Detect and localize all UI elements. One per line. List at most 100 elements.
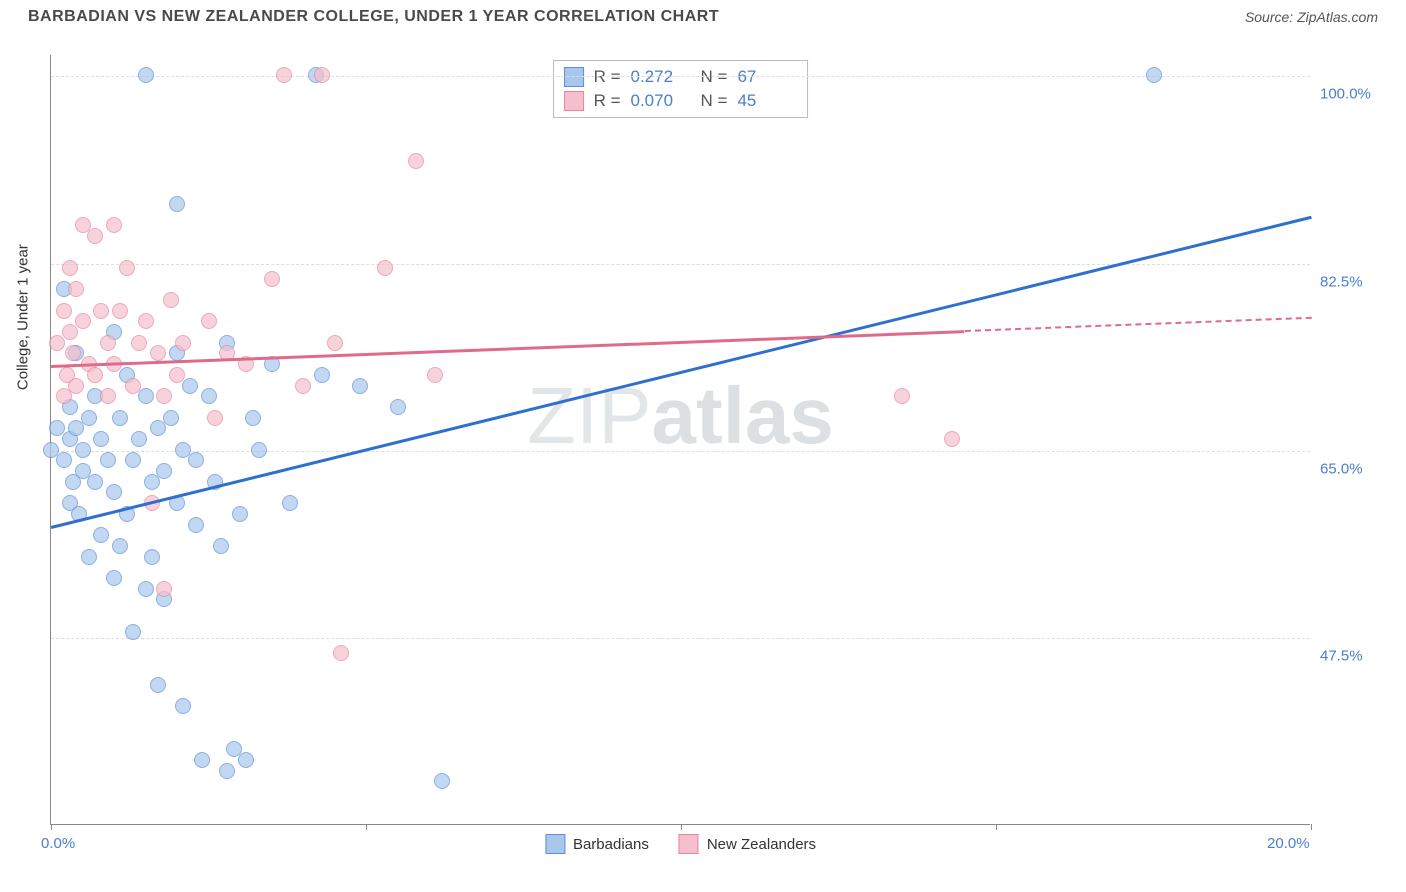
scatter-point bbox=[87, 228, 103, 244]
scatter-point bbox=[106, 484, 122, 500]
scatter-point bbox=[112, 303, 128, 319]
scatter-point bbox=[264, 271, 280, 287]
y-tick-label: 82.5% bbox=[1320, 273, 1400, 290]
stats-row: R = 0.070 N = 45 bbox=[564, 89, 798, 113]
scatter-point bbox=[163, 292, 179, 308]
gridline bbox=[51, 451, 1310, 452]
scatter-point bbox=[81, 549, 97, 565]
scatter-point bbox=[93, 303, 109, 319]
trend-line bbox=[51, 215, 1312, 528]
scatter-point bbox=[377, 260, 393, 276]
scatter-point bbox=[238, 752, 254, 768]
scatter-point bbox=[106, 217, 122, 233]
scatter-point bbox=[81, 410, 97, 426]
legend-item: New Zealanders bbox=[679, 834, 816, 854]
scatter-point bbox=[327, 335, 343, 351]
stat-label-r: R = bbox=[594, 91, 621, 111]
scatter-point bbox=[182, 378, 198, 394]
legend-swatch bbox=[545, 834, 565, 854]
scatter-chart: College, Under 1 year ZIPatlas R =0.272N… bbox=[50, 55, 1310, 825]
scatter-point bbox=[125, 378, 141, 394]
scatter-point bbox=[245, 410, 261, 426]
scatter-point bbox=[232, 506, 248, 522]
stat-value-n: 45 bbox=[737, 91, 797, 111]
scatter-point bbox=[87, 474, 103, 490]
scatter-point bbox=[106, 570, 122, 586]
x-tick-label: 20.0% bbox=[1267, 835, 1310, 852]
legend-swatch bbox=[679, 834, 699, 854]
scatter-point bbox=[125, 452, 141, 468]
stat-label-n: N = bbox=[701, 91, 728, 111]
trend-line-extrapolated bbox=[964, 317, 1311, 332]
scatter-point bbox=[56, 452, 72, 468]
scatter-point bbox=[314, 67, 330, 83]
scatter-point bbox=[201, 313, 217, 329]
scatter-point bbox=[100, 388, 116, 404]
x-tick-label: 0.0% bbox=[41, 835, 75, 852]
scatter-point bbox=[150, 677, 166, 693]
legend-label: Barbadians bbox=[573, 836, 649, 853]
legend-swatch bbox=[564, 91, 584, 111]
y-axis-label: College, Under 1 year bbox=[15, 244, 32, 390]
x-tick-mark bbox=[996, 824, 997, 830]
scatter-point bbox=[156, 463, 172, 479]
series-legend: Barbadians New Zealanders bbox=[545, 834, 816, 854]
scatter-point bbox=[408, 153, 424, 169]
scatter-point bbox=[87, 367, 103, 383]
stats-legend-box: R =0.272N =67R =0.070N =45 bbox=[553, 60, 809, 118]
scatter-point bbox=[201, 388, 217, 404]
scatter-point bbox=[944, 431, 960, 447]
scatter-point bbox=[138, 581, 154, 597]
scatter-point bbox=[93, 527, 109, 543]
scatter-point bbox=[156, 388, 172, 404]
scatter-point bbox=[131, 335, 147, 351]
legend-label: New Zealanders bbox=[707, 836, 816, 853]
scatter-point bbox=[65, 345, 81, 361]
scatter-point bbox=[138, 313, 154, 329]
watermark: ZIPatlas bbox=[527, 370, 834, 462]
y-tick-label: 100.0% bbox=[1320, 86, 1400, 103]
stat-value-r: 0.070 bbox=[631, 91, 691, 111]
chart-title: BARBADIAN VS NEW ZEALANDER COLLEGE, UNDE… bbox=[28, 8, 719, 26]
x-tick-mark bbox=[1311, 824, 1312, 830]
scatter-point bbox=[138, 67, 154, 83]
scatter-point bbox=[112, 538, 128, 554]
scatter-point bbox=[93, 431, 109, 447]
scatter-point bbox=[282, 495, 298, 511]
scatter-point bbox=[75, 442, 91, 458]
scatter-point bbox=[150, 345, 166, 361]
scatter-point bbox=[169, 367, 185, 383]
scatter-point bbox=[112, 410, 128, 426]
gridline bbox=[51, 76, 1310, 77]
y-tick-label: 65.0% bbox=[1320, 460, 1400, 477]
scatter-point bbox=[213, 538, 229, 554]
scatter-point bbox=[251, 442, 267, 458]
scatter-point bbox=[188, 517, 204, 533]
scatter-point bbox=[427, 367, 443, 383]
scatter-point bbox=[194, 752, 210, 768]
scatter-point bbox=[119, 260, 135, 276]
x-tick-mark bbox=[681, 824, 682, 830]
scatter-point bbox=[175, 335, 191, 351]
scatter-point bbox=[125, 624, 141, 640]
scatter-point bbox=[68, 378, 84, 394]
scatter-point bbox=[207, 410, 223, 426]
scatter-point bbox=[68, 281, 84, 297]
x-tick-mark bbox=[366, 824, 367, 830]
gridline bbox=[51, 638, 1310, 639]
scatter-point bbox=[138, 388, 154, 404]
scatter-point bbox=[390, 399, 406, 415]
scatter-point bbox=[175, 698, 191, 714]
scatter-point bbox=[163, 410, 179, 426]
scatter-point bbox=[188, 452, 204, 468]
scatter-point bbox=[56, 303, 72, 319]
scatter-point bbox=[100, 452, 116, 468]
legend-item: Barbadians bbox=[545, 834, 649, 854]
scatter-point bbox=[131, 431, 147, 447]
scatter-point bbox=[100, 335, 116, 351]
scatter-point bbox=[894, 388, 910, 404]
scatter-point bbox=[314, 367, 330, 383]
scatter-point bbox=[144, 549, 160, 565]
scatter-point bbox=[156, 581, 172, 597]
scatter-point bbox=[75, 313, 91, 329]
